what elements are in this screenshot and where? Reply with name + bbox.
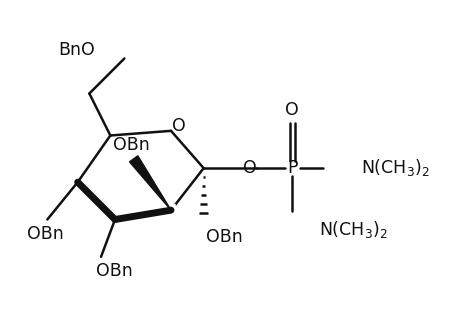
Text: BnO: BnO xyxy=(58,41,95,59)
Text: N(CH$_3$)$_2$: N(CH$_3$)$_2$ xyxy=(319,219,388,240)
Text: O: O xyxy=(243,159,257,177)
Polygon shape xyxy=(130,156,171,210)
Text: OBn: OBn xyxy=(206,228,243,246)
Text: P: P xyxy=(287,159,298,177)
Text: O: O xyxy=(285,101,299,119)
Text: OBn: OBn xyxy=(95,262,132,280)
Text: N(CH$_3$)$_2$: N(CH$_3$)$_2$ xyxy=(361,157,430,178)
Text: OBn: OBn xyxy=(27,225,63,243)
Text: O: O xyxy=(172,117,186,135)
Text: OBn: OBn xyxy=(113,136,150,154)
